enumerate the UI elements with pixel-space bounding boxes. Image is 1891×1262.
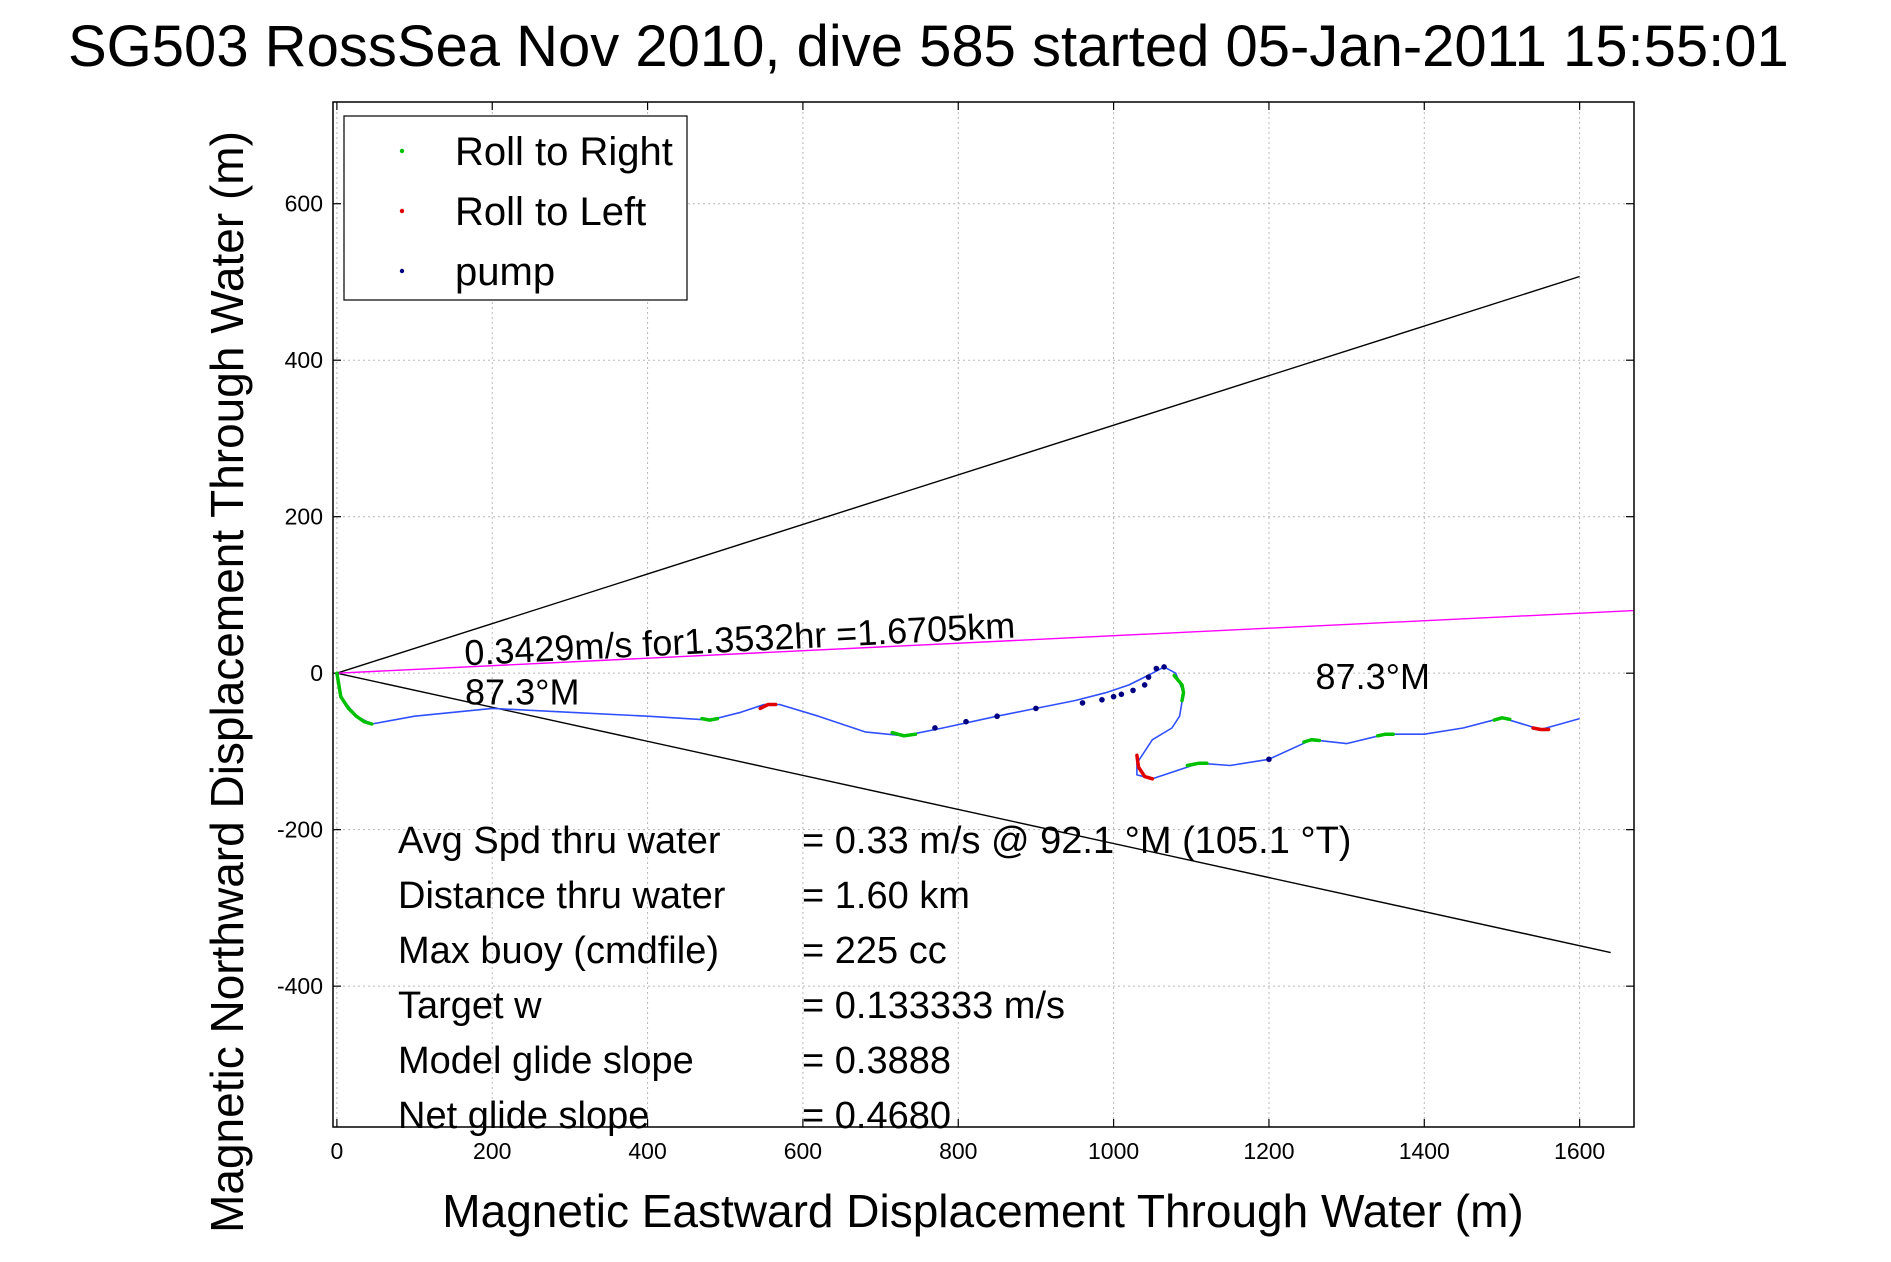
- stat-value: = 0.4680: [802, 1095, 951, 1137]
- y-tick-label: 600: [285, 191, 323, 217]
- roll-left-segment: [1531, 726, 1551, 732]
- roll-left-segment: [758, 702, 778, 711]
- roll-right-segment: [1185, 761, 1209, 768]
- y-axis-label: Magnetic Northward Displacement Through …: [201, 131, 253, 1233]
- x-tick-label: 0: [330, 1138, 343, 1164]
- pump-point: [963, 718, 969, 725]
- x-tick-label: 1200: [1243, 1138, 1294, 1164]
- plot-frame: [332, 101, 1635, 1128]
- legend-entry: Roll to Right: [455, 130, 673, 174]
- y-tick-label: 200: [285, 504, 323, 530]
- pump-point: [1118, 691, 1125, 698]
- stat-value: = 0.3888: [802, 1040, 951, 1082]
- heading-annotation: 0.3429m/s for1.3532hr =1.6705km: [463, 605, 1016, 674]
- stat-label: Distance thru water: [398, 875, 726, 917]
- pump-point: [1141, 682, 1148, 688]
- x-tick-label: 600: [784, 1138, 822, 1164]
- pump-point: [1266, 756, 1272, 763]
- stat-label: Net glide slope: [398, 1095, 649, 1137]
- legend-marker: [399, 148, 405, 154]
- reference-lines: [336, 275, 1635, 954]
- reference-line-2: [336, 672, 1611, 954]
- pump-point: [1145, 674, 1152, 680]
- stat-value: = 0.133333 m/s: [802, 985, 1065, 1027]
- stat-value: = 0.33 m/s @ 92.1 °M (105.1 °T): [802, 820, 1351, 862]
- heading-annotation: 87.3°M: [1316, 656, 1430, 697]
- reference-line-1: [336, 275, 1580, 674]
- pump-point: [1099, 696, 1105, 703]
- pump-point: [1033, 705, 1039, 712]
- roll-left-segment: [1135, 753, 1155, 781]
- legend-entry: Roll to Left: [455, 190, 646, 234]
- legend-entry: pump: [455, 250, 555, 294]
- legend-marker: [399, 268, 405, 274]
- x-axis-label: Magnetic Eastward Displacement Through W…: [442, 1185, 1523, 1237]
- stats-block: Avg Spd thru water = 0.33 m/s @ 92.1 °M (…: [398, 820, 1351, 1137]
- y-tick-label: 0: [310, 660, 323, 686]
- roll-right-segment: [890, 730, 918, 738]
- stat-label: Max buoy (cmdfile): [398, 930, 719, 972]
- heading-annotation: 87.3°M: [465, 671, 579, 712]
- chart-title: SG503 RossSea Nov 2010, dive 585 started…: [68, 14, 1789, 79]
- y-tick-label: 400: [285, 347, 323, 373]
- pump-point: [1079, 700, 1086, 706]
- x-tick-label: 400: [628, 1138, 666, 1164]
- pump-point: [1110, 693, 1117, 700]
- y-tick-label: -400: [277, 973, 323, 999]
- pump-point: [994, 713, 1000, 720]
- roll-right-segment: [1492, 716, 1512, 722]
- pump-point: [1161, 664, 1167, 670]
- legend: Roll to Right Roll to Left pump: [343, 115, 688, 301]
- roll-right-segment: [1172, 673, 1186, 703]
- x-tick-label: 200: [473, 1138, 511, 1164]
- stat-label: Target w: [398, 985, 542, 1027]
- x-tick-label: 1000: [1088, 1138, 1139, 1164]
- stat-value: = 225 cc: [802, 930, 947, 972]
- x-tick-label: 800: [939, 1138, 977, 1164]
- roll-right-segment: [1302, 737, 1322, 744]
- stat-label: Model glide slope: [398, 1040, 694, 1082]
- reference-line-3: [336, 609, 1635, 674]
- y-tick-label: -200: [277, 817, 323, 843]
- stat-value: = 1.60 km: [802, 875, 970, 917]
- roll-right-segment: [1375, 732, 1395, 738]
- roll-right-segment: [700, 716, 720, 722]
- x-tick-label: 1400: [1399, 1138, 1450, 1164]
- pump-point: [1153, 665, 1160, 672]
- pump-point: [1130, 687, 1136, 694]
- axis-ticks: 0 200 400 600 800 1000 1200 1400 1600 -400 -200 0 20…: [277, 102, 1634, 1164]
- roll-right-segment: [335, 671, 374, 726]
- legend-marker: [399, 208, 405, 214]
- x-tick-label: 1600: [1554, 1138, 1605, 1164]
- track-layer: [335, 664, 1580, 781]
- pump-point: [932, 725, 938, 731]
- stat-label: Avg Spd thru water: [398, 820, 721, 862]
